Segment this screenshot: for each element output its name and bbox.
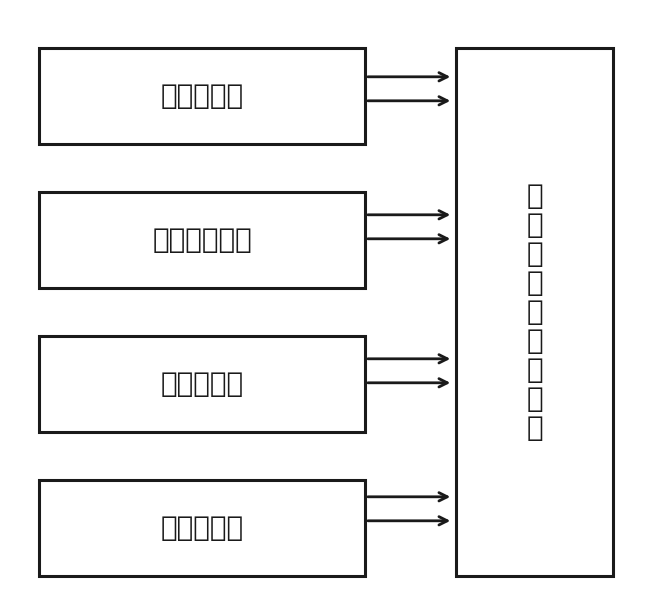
Bar: [456, 48, 613, 576]
Text: 水温传感器: 水温传感器: [160, 514, 244, 542]
Text: 深度传感器: 深度传感器: [160, 82, 244, 110]
Text: 含沙量传感器: 含沙量传感器: [153, 226, 252, 254]
Bar: [39, 48, 365, 144]
Bar: [39, 336, 365, 432]
Text: 流速传感器: 流速传感器: [160, 370, 244, 398]
Bar: [39, 192, 365, 288]
Text: 模
拟
量
输
入
输
出
模
块: 模 拟 量 输 入 输 出 模 块: [526, 182, 543, 442]
Bar: [39, 480, 365, 576]
